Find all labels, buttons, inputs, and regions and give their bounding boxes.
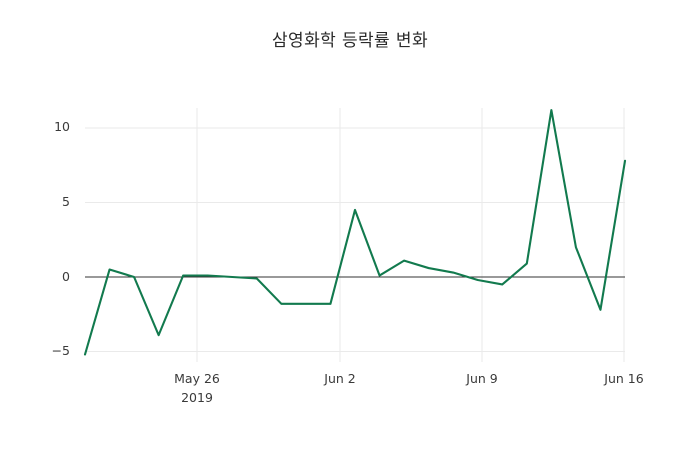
vertical-gridlines: [196, 108, 625, 362]
x-axis-tick-label-jun9: Jun 9: [466, 371, 498, 386]
data-series-line: [83, 109, 627, 356]
x-axis-year-label: 2019: [181, 390, 213, 405]
chart-title: 삼영화학 등락률 변화: [272, 31, 428, 51]
x-axis-tick-label-may26: May 26: [174, 371, 220, 386]
y-axis-tick-label-5: 5: [62, 194, 70, 209]
x-axis-tick-label-jun2: Jun 2: [324, 371, 356, 386]
x-axis-tick-label-jun16: Jun 16: [604, 371, 644, 386]
y-axis-tick-label-10: 10: [54, 119, 70, 134]
y-axis-tick-label-minus5: −5: [51, 343, 70, 358]
y-axis-tick-label-0: 0: [62, 269, 70, 284]
